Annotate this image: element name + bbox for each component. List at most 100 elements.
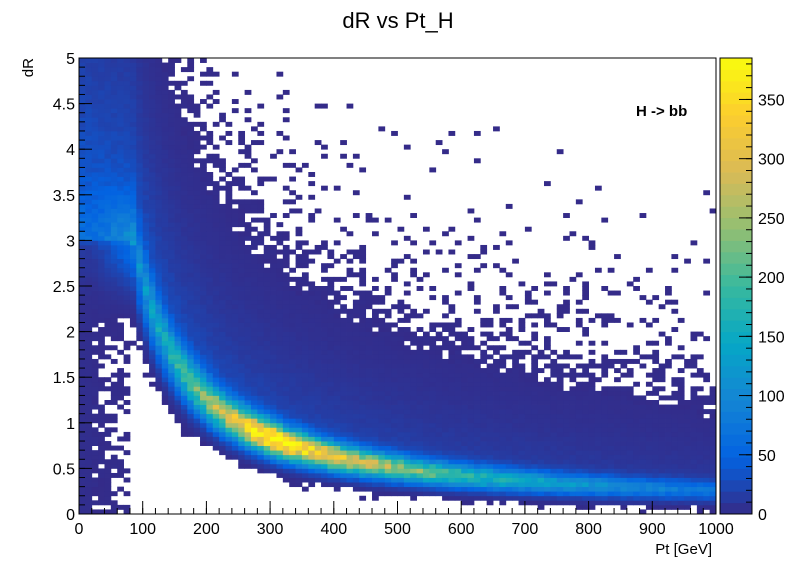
heatmap-cell (563, 418, 570, 424)
heatmap-cell (633, 400, 640, 405)
heatmap-cell (556, 404, 564, 410)
heatmap-cell (607, 290, 615, 296)
heatmap-cell (550, 441, 558, 446)
heatmap-cell (129, 85, 137, 91)
heatmap-cell (321, 327, 328, 332)
heatmap-cell (569, 422, 577, 428)
heatmap-cell (403, 354, 411, 360)
heatmap-cell (403, 441, 411, 446)
heatmap-cell (442, 372, 449, 378)
heatmap-cell (180, 358, 188, 364)
heatmap-cell (129, 258, 137, 264)
heatmap-cell (219, 263, 226, 269)
heatmap-cell (645, 322, 653, 328)
heatmap-cell (219, 422, 226, 428)
heatmap-cell (442, 450, 449, 456)
heatmap-cell (98, 181, 105, 187)
heatmap-cell (250, 208, 258, 214)
heatmap-cell (365, 450, 373, 456)
heatmap-cell (85, 445, 93, 451)
heatmap-cell (696, 372, 704, 378)
heatmap-cell (493, 349, 500, 355)
heatmap-cell (314, 331, 322, 337)
heatmap-cell (556, 386, 564, 392)
heatmap-cell (410, 441, 418, 446)
heatmap-cell (397, 491, 405, 497)
heatmap-cell (346, 308, 354, 314)
heatmap-cell (321, 286, 328, 291)
heatmap-cell (499, 400, 507, 405)
heatmap-cell (378, 327, 386, 332)
heatmap-cell (454, 409, 462, 415)
heatmap-cell (180, 149, 188, 155)
heatmap-cell (524, 295, 532, 301)
heatmap-cell (238, 463, 246, 469)
heatmap-cell (200, 358, 207, 364)
heatmap-cell (174, 135, 182, 141)
heatmap-cell (416, 313, 424, 319)
heatmap-cell (518, 390, 526, 396)
heatmap-cell (117, 235, 124, 241)
heatmap-cell (79, 76, 86, 82)
heatmap-cell (187, 404, 195, 410)
heatmap-cell (639, 441, 647, 446)
heatmap-cell (180, 317, 188, 323)
heatmap-cell (665, 299, 672, 305)
heatmap-cell (238, 258, 246, 264)
heatmap-cell (308, 472, 316, 478)
heatmap-cell (136, 317, 144, 323)
heatmap-cell (422, 272, 430, 278)
heatmap-cell (225, 181, 233, 187)
heatmap-cell (282, 299, 290, 305)
heatmap-cell (257, 413, 265, 419)
heatmap-cell (91, 226, 99, 232)
heatmap-cell (168, 267, 175, 273)
heatmap-cell (645, 459, 653, 465)
heatmap-cell (91, 400, 99, 405)
heatmap-cell (397, 258, 405, 264)
heatmap-cell (614, 400, 621, 405)
heatmap-cell (352, 427, 360, 433)
heatmap-cell (136, 121, 144, 127)
heatmap-cell (238, 181, 246, 187)
heatmap-cell (123, 354, 131, 360)
heatmap-cell (422, 472, 430, 478)
heatmap-cell (480, 377, 488, 383)
heatmap-cell (690, 495, 698, 501)
heatmap-cell (142, 295, 150, 301)
heatmap-cell (709, 500, 717, 506)
heatmap-cell (91, 222, 99, 228)
heatmap-cell (327, 254, 335, 260)
heatmap-cell (263, 258, 271, 264)
heatmap-cell (391, 441, 398, 446)
heatmap-cell (79, 304, 86, 310)
heatmap-cell (142, 58, 150, 63)
heatmap-cell (155, 99, 163, 104)
heatmap-cell (645, 381, 653, 387)
heatmap-cell (397, 463, 405, 469)
heatmap-cell (372, 331, 379, 337)
heatmap-cell (238, 400, 246, 405)
heatmap-cell (671, 254, 679, 260)
heatmap-cell (512, 304, 519, 310)
heatmap-cell (665, 427, 672, 433)
heatmap-cell (652, 491, 660, 497)
heatmap-cell (524, 454, 532, 460)
heatmap-cell (518, 468, 526, 474)
heatmap-cell (626, 454, 634, 460)
heatmap-cell (168, 112, 175, 118)
heatmap-cell (397, 317, 405, 323)
heatmap-cell (174, 331, 182, 337)
heatmap-cell (110, 181, 118, 187)
heatmap-cell (512, 336, 519, 342)
heatmap-cell (461, 354, 468, 360)
heatmap-cell (155, 258, 163, 264)
heatmap-cell (365, 217, 373, 223)
heatmap-cell (391, 463, 398, 469)
heatmap-cell (327, 445, 335, 451)
heatmap-cell (85, 486, 93, 492)
heatmap-cell (91, 231, 99, 237)
heatmap-cell (524, 468, 532, 474)
heatmap-cell (314, 436, 322, 442)
heatmap-cell (282, 213, 290, 218)
